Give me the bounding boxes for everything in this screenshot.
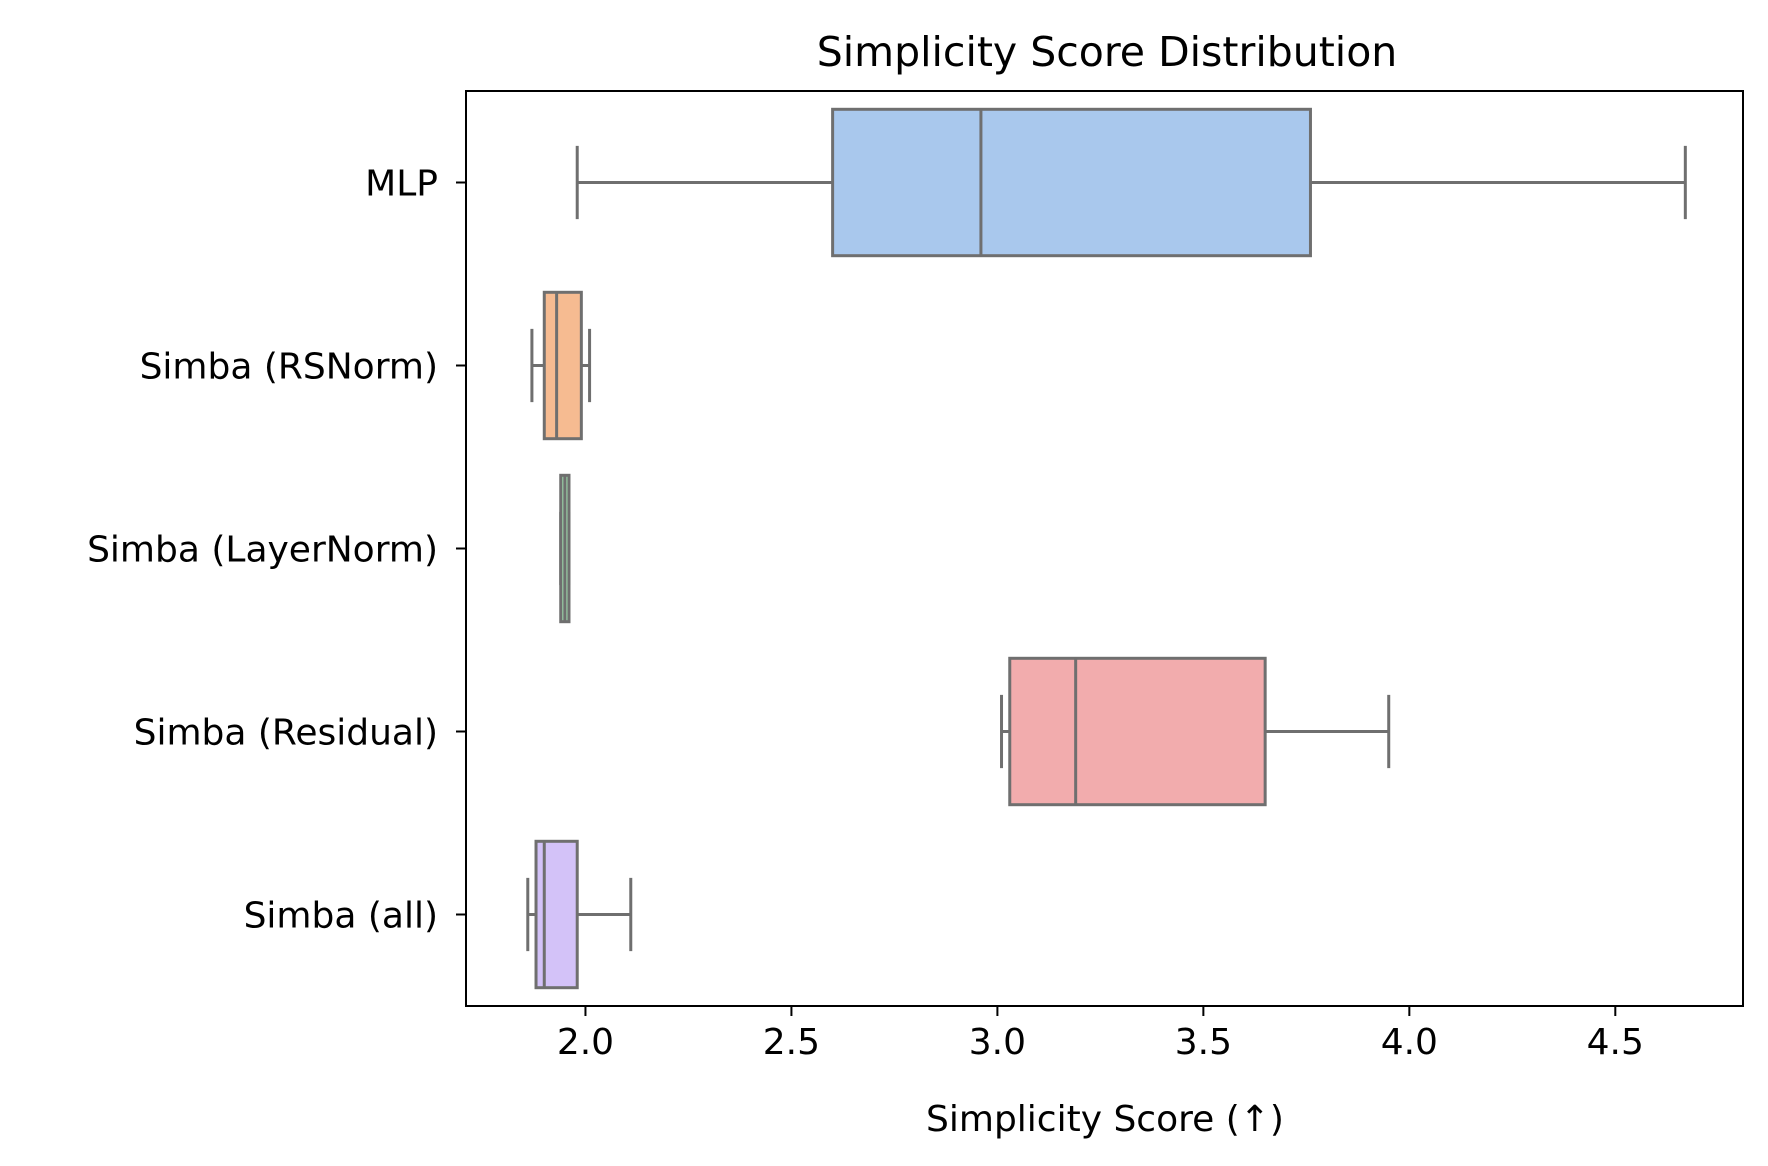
x-tick-label: 2.0 — [557, 1022, 614, 1063]
box-group-4 — [1000, 656, 1391, 807]
box-iqr — [534, 839, 579, 990]
y-tick-label: Simba (all) — [244, 896, 438, 937]
chart-title: Simplicity Score Distribution — [817, 28, 1398, 76]
x-tick-label: 3.5 — [1175, 1022, 1232, 1063]
plot-frame — [465, 90, 1744, 1007]
x-tick-label: 2.5 — [763, 1022, 820, 1063]
x-axis-label: Simplicity Score (↑) — [926, 1099, 1284, 1140]
x-tick-label: 4.5 — [1587, 1022, 1644, 1063]
box-iqr — [831, 107, 1312, 258]
y-tick-label: MLP — [365, 164, 438, 205]
axes-layer: MLP Simba (RSNorm) Simba (LayerNorm) Simba … — [87, 164, 1644, 1064]
x-tick-label: 4.0 — [1381, 1022, 1438, 1063]
y-tick-label: Simba (LayerNorm) — [87, 530, 438, 571]
box-iqr — [542, 290, 583, 441]
y-tick-label: Simba (RSNorm) — [140, 347, 438, 388]
x-tick-label: 3.0 — [969, 1022, 1026, 1063]
box-iqr — [1008, 656, 1267, 807]
box-group-2 — [530, 290, 592, 441]
box-group-1 — [575, 107, 1687, 258]
y-tick-label: Simba (Residual) — [134, 713, 438, 754]
box-group-3 — [559, 473, 571, 624]
box-group-5 — [526, 839, 633, 990]
boxes-layer — [526, 107, 1687, 990]
